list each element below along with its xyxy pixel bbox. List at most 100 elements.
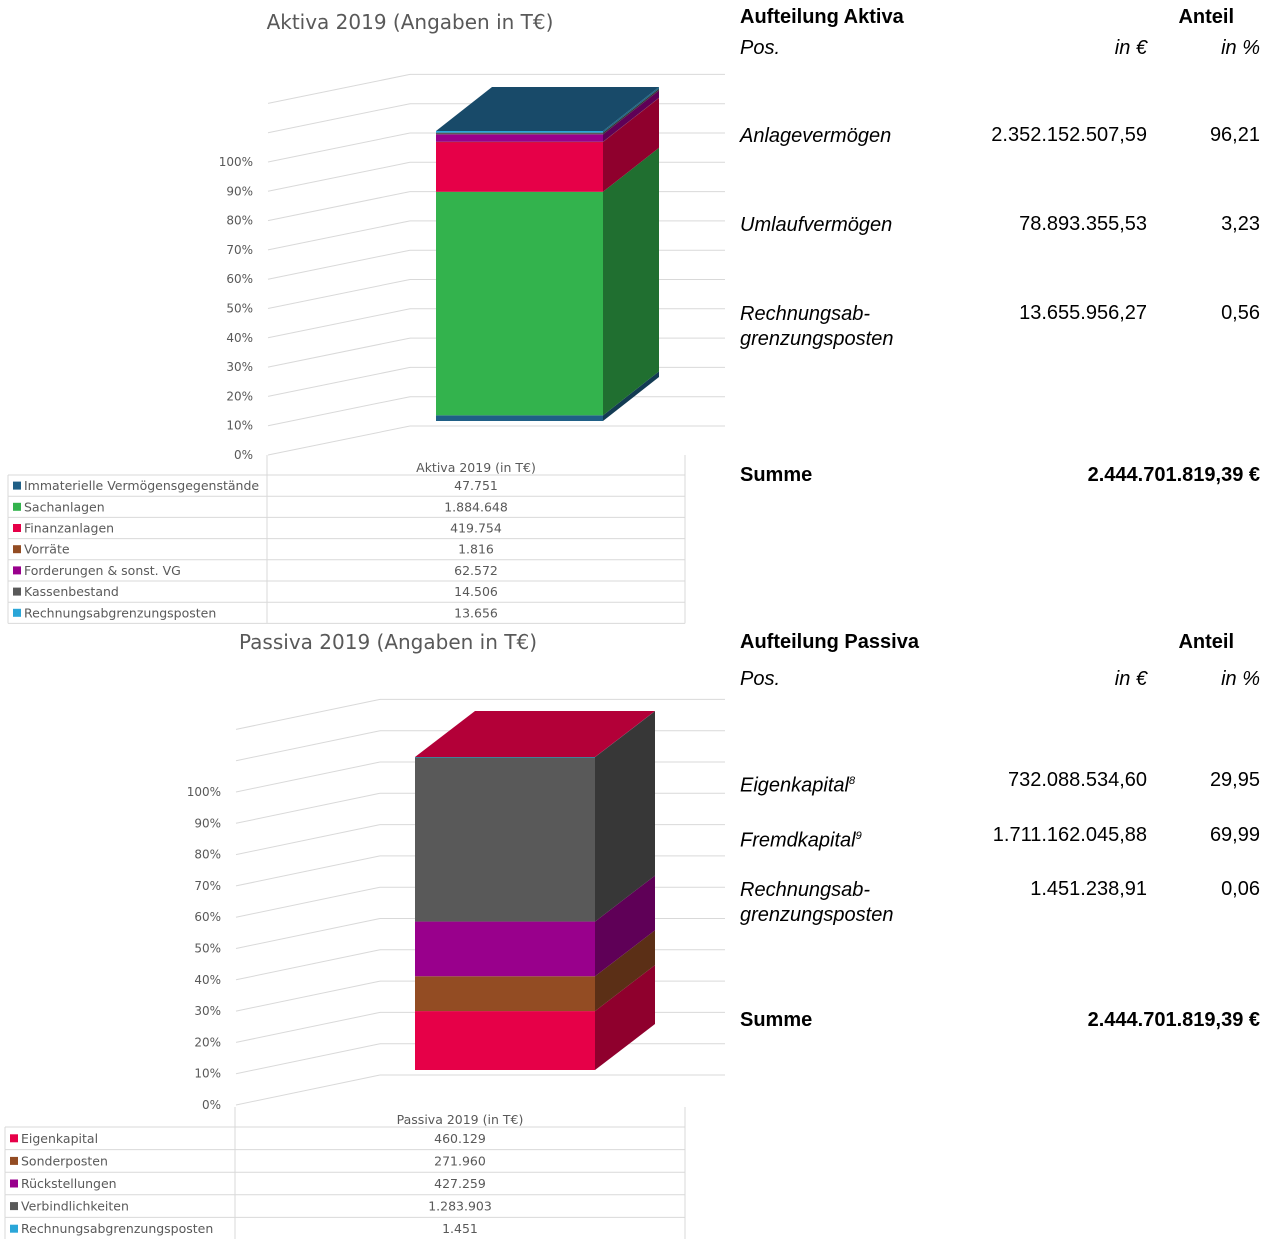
y-tick-label: 0% [234, 448, 253, 462]
y-tick-label: 60% [194, 910, 221, 924]
data-table-row: Vorräte 1.816 [7, 538, 685, 561]
legend-key [13, 608, 21, 617]
aktiva-pos-header: Pos. [740, 37, 781, 59]
passiva-sum-value: 2.444.701.819,39 € [1087, 1009, 1260, 1031]
y-tick-label: 80% [226, 214, 253, 228]
row-label-line1: Rechnungsab- [740, 303, 871, 325]
passiva-panel-title: Aufteilung Passiva [740, 631, 919, 653]
gridline [267, 220, 411, 251]
bar-segment-side [595, 965, 655, 1070]
data-table-row: Rechnungsabgrenzungsposten 1.451 [4, 1217, 478, 1239]
y-tick-label: 40% [226, 331, 253, 345]
gridline [235, 698, 381, 730]
series-name: Finanzanlagen [24, 521, 114, 536]
gridline [267, 132, 411, 163]
series-name: Rechnungsabgrenzungsposten [21, 1221, 213, 1236]
gridline [235, 949, 381, 981]
bar-segment-front [436, 132, 603, 135]
y-tick-label: 20% [226, 389, 253, 403]
series-value: 271.960 [434, 1153, 486, 1168]
series-value: 62.572 [454, 563, 498, 578]
series-name: Kassenbestand [24, 584, 119, 599]
bar-segment-side [595, 875, 655, 977]
aktiva-chart-title: Aktiva 2019 (Angaben in T€) [267, 10, 554, 34]
series-name: Sachanlagen [24, 499, 105, 514]
passiva-chart-title: Passiva 2019 (Angaben in T€) [239, 630, 537, 654]
footnote-ref: 8 [848, 775, 856, 787]
series-name: Vorräte [24, 542, 70, 557]
series-value: 13.656 [454, 605, 498, 620]
gridline [267, 161, 411, 192]
aktiva-eur-header: in € [1114, 37, 1147, 59]
row-pct: 3,23 [1221, 213, 1260, 235]
row-label-text: Fremdkapital [740, 829, 856, 852]
passiva-sum-label: Summe [740, 1009, 813, 1031]
data-table-row: Immaterielle Vermögensgegenstände 47.751 [7, 475, 685, 497]
bar-segment [436, 97, 659, 192]
series-value: 1.884.648 [444, 499, 508, 514]
legend-key [10, 1179, 18, 1188]
aktiva-chart: Aktiva 2019 (Angaben in T€) 0% 10% 20% 30% 4… [7, 10, 725, 624]
series-name: Verbindlichkeiten [21, 1199, 129, 1214]
gridline [235, 918, 381, 949]
row-pct: 29,95 [1209, 769, 1260, 791]
row-eur: 732.088.534,60 [1007, 769, 1147, 791]
bar-segment-side [595, 711, 655, 758]
bar-segment-side [595, 930, 655, 1012]
y-tick-label: 40% [194, 973, 221, 987]
bar-segment-side [603, 97, 659, 142]
passiva-pct-header: in % [1221, 668, 1260, 690]
bar-segment-side [603, 90, 659, 142]
series-name: Eigenkapital [21, 1131, 98, 1146]
row-label: Eigenkapital8 [740, 769, 855, 799]
passiva-stacked-bar [415, 711, 655, 1070]
aktiva-y-axis: 0% 10% 20% 30% 40% 50% 60% 70% 80% 90% 100% [219, 155, 253, 462]
bar-segment [415, 965, 655, 1070]
series-value: 1.816 [458, 542, 494, 557]
row-pct: 0,06 [1221, 878, 1260, 900]
row-eur: 2.352.152.507,59 [991, 124, 1147, 146]
aktiva-breakdown-panel: Aufteilung Aktiva Anteil Pos. in € in % … [740, 0, 1262, 500]
row-label-line2: grenzungsposten [740, 904, 894, 926]
bar-segment-side [603, 88, 659, 135]
bar-segment-front [415, 921, 595, 977]
legend-key [10, 1202, 18, 1211]
gridline [267, 425, 411, 456]
row-pct: 0,56 [1221, 302, 1260, 324]
bar-segment [436, 97, 659, 143]
legend-key [13, 587, 21, 596]
gridline [235, 1011, 381, 1043]
passiva-anteil-header: Anteil [1178, 631, 1234, 653]
series-value: 460.129 [434, 1131, 486, 1146]
bar-segment-front [436, 131, 603, 133]
passiva-chart: Passiva 2019 (Angaben in T€) 0% 10% 20% 30%… [4, 630, 725, 1239]
data-table-row: Rückstellungen 427.259 [4, 1172, 685, 1196]
bar-segment-front [436, 141, 603, 192]
row-pct: 96,21 [1209, 124, 1260, 146]
gridline [267, 337, 411, 368]
data-table-row: Sachanlagen 1.884.648 [7, 496, 685, 518]
legend-key [13, 566, 21, 575]
series-value: 1.451 [442, 1221, 478, 1236]
legend-key [13, 545, 21, 554]
bar-segment-front [415, 757, 595, 758]
y-tick-label: 80% [194, 848, 221, 862]
aktiva-panel-title: Aufteilung Aktiva [740, 6, 904, 28]
series-value: 47.751 [454, 478, 498, 493]
data-table-row: Finanzanlagen 419.754 [7, 517, 685, 540]
bar-segment-side [603, 97, 659, 192]
series-name: Sonderposten [21, 1153, 108, 1168]
row-label: Anlagevermögen [740, 125, 892, 147]
gridline [235, 980, 381, 1012]
bar-segment [436, 147, 659, 416]
bar-segment-side [595, 711, 655, 922]
bar-segment [436, 371, 659, 421]
bar-segment-side [603, 147, 659, 416]
bar-top-face [436, 87, 659, 131]
gridline [267, 366, 411, 397]
bar-segment [415, 930, 655, 1012]
bar-segment-front [436, 415, 603, 421]
data-table-row: Kassenbestand 14.506 [7, 581, 685, 603]
legend-key [13, 481, 21, 490]
y-tick-label: 90% [194, 816, 221, 830]
